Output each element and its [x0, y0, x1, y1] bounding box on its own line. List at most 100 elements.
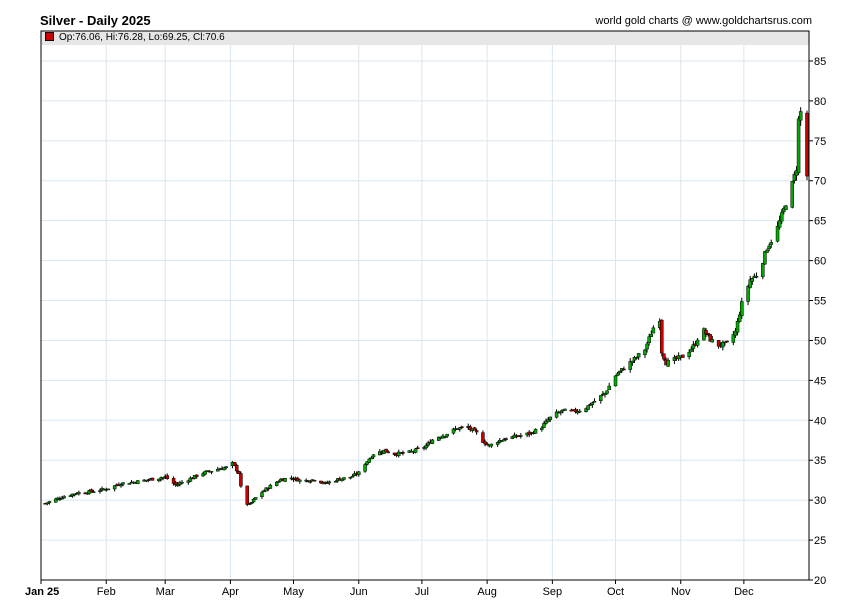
- candle-body: [586, 405, 590, 410]
- candle-body: [232, 462, 237, 466]
- candle-body: [150, 477, 155, 481]
- candle-body: [731, 334, 736, 343]
- candle-body: [203, 471, 207, 475]
- candle-body: [308, 481, 313, 483]
- candle-body: [485, 443, 489, 446]
- candle-body: [769, 242, 773, 245]
- candle-body: [121, 482, 125, 485]
- candle-body: [386, 451, 390, 454]
- y-tick-label: 35: [814, 455, 826, 467]
- candle-body: [60, 497, 64, 500]
- candle-body: [603, 392, 607, 395]
- candle-body: [666, 360, 670, 367]
- y-tick-label: 20: [814, 575, 826, 587]
- candle-body: [188, 477, 193, 482]
- candle-body: [584, 408, 588, 412]
- ohlc-text: Op:76.06, Hi:76.28, Lo:69.25, Cl:70.6: [59, 32, 225, 43]
- candle-body: [251, 498, 256, 503]
- x-tick-label: Dec: [734, 586, 754, 598]
- candle-body: [98, 490, 102, 492]
- plot-frame: [40, 30, 810, 581]
- candle-body: [136, 480, 140, 485]
- candle-body: [775, 225, 780, 242]
- candle-body: [458, 427, 462, 430]
- candle-body: [702, 328, 706, 341]
- candle-body: [740, 301, 744, 317]
- candle-body: [47, 501, 52, 504]
- candle-body: [363, 464, 367, 472]
- candle-body: [489, 443, 494, 447]
- candle-body: [384, 448, 388, 453]
- candle-body: [319, 480, 323, 484]
- candle-body: [573, 409, 578, 413]
- candle-body: [253, 497, 258, 500]
- candle-body: [689, 348, 694, 352]
- candle-body: [632, 357, 637, 361]
- candle-body: [209, 471, 214, 473]
- y-axis-labels: 20 25 30 35 40 45 50 55 60 65 70 75 80 85: [814, 56, 826, 587]
- candle-body: [436, 436, 441, 441]
- candle-body: [615, 373, 620, 376]
- candle-body: [651, 327, 656, 334]
- candle-body: [681, 354, 685, 358]
- candle-body: [415, 447, 420, 450]
- candle-body: [649, 334, 654, 337]
- candle-body: [647, 336, 651, 344]
- candle-body: [274, 481, 279, 486]
- candle-body: [634, 357, 639, 359]
- candle-body: [367, 458, 372, 463]
- candle-body: [342, 477, 346, 480]
- candle-body: [540, 427, 544, 430]
- y-tick-label: 70: [814, 176, 826, 188]
- candle-body: [796, 118, 801, 173]
- candle-body: [201, 473, 205, 477]
- candle-body: [798, 111, 803, 121]
- candle-body: [790, 181, 795, 208]
- candle-body: [249, 502, 254, 504]
- candle-body: [617, 370, 622, 373]
- candle-body: [660, 319, 664, 354]
- candle-body: [89, 489, 94, 492]
- candle-body: [312, 479, 317, 482]
- candle-body: [119, 484, 123, 487]
- candle-body: [544, 420, 548, 424]
- candle-body: [392, 452, 397, 455]
- candle-body: [792, 173, 797, 181]
- x-tick-label: Apr: [222, 586, 239, 598]
- x-tick-label: Oct: [607, 586, 624, 598]
- down-candle-swatch-icon: [45, 32, 54, 41]
- candle-body: [733, 330, 738, 336]
- candle-body: [348, 476, 353, 479]
- candle-body: [443, 435, 447, 438]
- candle-body: [546, 419, 550, 422]
- candle-body: [805, 112, 809, 177]
- candle-body: [691, 344, 696, 349]
- candle-body: [426, 442, 430, 446]
- candle-body: [239, 473, 243, 487]
- candle-body: [161, 476, 165, 479]
- candle-body: [289, 477, 294, 480]
- candle-body: [765, 249, 769, 253]
- candle-body: [173, 482, 178, 486]
- candle-body: [794, 170, 799, 176]
- candle-body: [127, 483, 132, 485]
- candle-body: [222, 467, 226, 471]
- candle-body: [350, 475, 355, 478]
- candle-body: [605, 390, 609, 394]
- candle-body: [777, 220, 782, 228]
- candle-body: [706, 332, 710, 335]
- candle-body: [592, 400, 597, 403]
- candle-body: [672, 357, 677, 361]
- candle-body: [676, 355, 681, 360]
- candle-body: [767, 245, 771, 250]
- candle-body: [710, 339, 715, 343]
- candle-body: [542, 423, 546, 428]
- candle-body: [112, 485, 117, 490]
- candle-body: [607, 385, 611, 391]
- candle-body: [746, 286, 750, 302]
- candle-body: [159, 477, 163, 480]
- y-tick-label: 50: [814, 335, 826, 347]
- candle-body: [357, 471, 361, 476]
- candle-body: [502, 439, 506, 442]
- candle-body: [262, 490, 266, 493]
